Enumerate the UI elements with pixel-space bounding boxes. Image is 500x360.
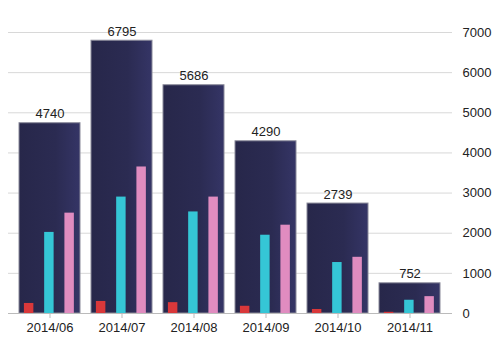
svg-text:3000: 3000 xyxy=(463,185,492,200)
svg-text:4290: 4290 xyxy=(252,124,281,139)
svg-text:2014/06: 2014/06 xyxy=(27,320,74,335)
svg-text:4000: 4000 xyxy=(463,145,492,160)
svg-text:2014/11: 2014/11 xyxy=(387,320,433,335)
svg-text:2014/10: 2014/10 xyxy=(315,320,362,335)
svg-text:2014/08: 2014/08 xyxy=(171,320,218,335)
svg-text:2739: 2739 xyxy=(324,187,353,202)
svg-text:5000: 5000 xyxy=(463,105,492,120)
svg-text:6000: 6000 xyxy=(463,65,492,80)
svg-text:5686: 5686 xyxy=(180,68,209,83)
svg-text:2014/09: 2014/09 xyxy=(243,320,290,335)
svg-text:0: 0 xyxy=(463,306,470,321)
svg-text:6795: 6795 xyxy=(108,24,137,39)
svg-text:2014/07: 2014/07 xyxy=(99,320,146,335)
svg-text:7000: 7000 xyxy=(463,25,492,40)
svg-text:2000: 2000 xyxy=(463,225,492,240)
svg-text:4740: 4740 xyxy=(36,106,65,121)
svg-text:752: 752 xyxy=(399,266,421,281)
svg-text:1000: 1000 xyxy=(463,266,492,281)
